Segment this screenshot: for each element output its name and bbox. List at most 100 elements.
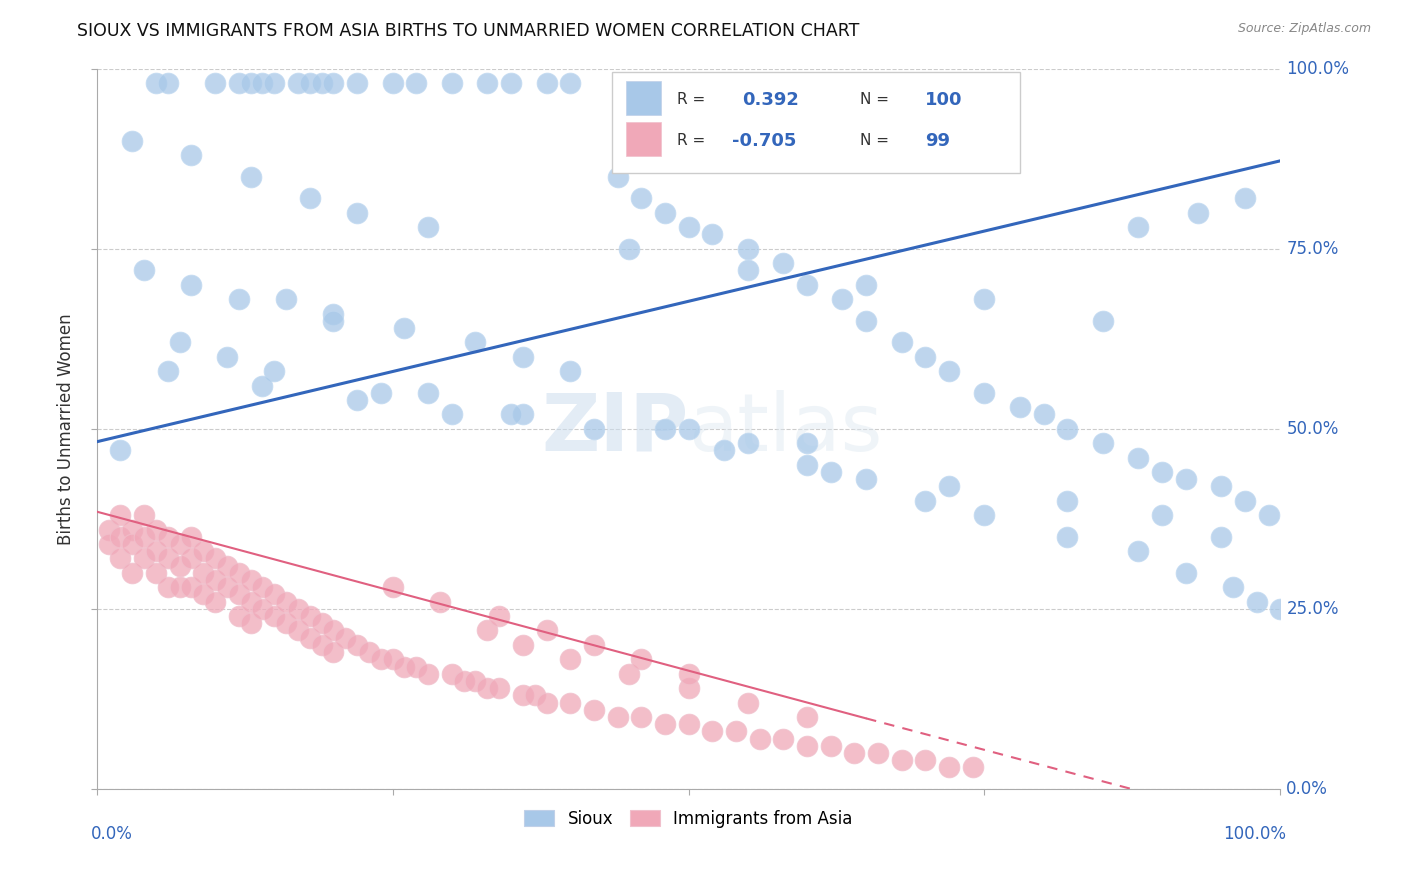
Point bbox=[145, 544, 167, 558]
Point bbox=[973, 385, 995, 400]
Point bbox=[477, 624, 499, 638]
Point bbox=[263, 364, 285, 378]
Point bbox=[311, 638, 333, 652]
Text: 25.0%: 25.0% bbox=[1286, 600, 1339, 618]
Bar bbox=[626, 81, 661, 115]
Point bbox=[121, 566, 143, 580]
Point bbox=[630, 191, 652, 205]
Point bbox=[252, 580, 274, 594]
Point bbox=[488, 681, 510, 695]
Point bbox=[145, 523, 167, 537]
Point bbox=[121, 134, 143, 148]
Point bbox=[180, 551, 202, 566]
Point bbox=[252, 378, 274, 392]
Point bbox=[145, 566, 167, 580]
Point bbox=[110, 530, 132, 544]
Point bbox=[228, 292, 250, 306]
Point bbox=[274, 616, 297, 631]
Point bbox=[855, 472, 877, 486]
Point bbox=[702, 724, 724, 739]
Point bbox=[418, 385, 440, 400]
Point bbox=[654, 422, 676, 436]
Point bbox=[678, 422, 700, 436]
Point bbox=[370, 652, 392, 666]
Text: -0.705: -0.705 bbox=[733, 132, 797, 150]
Point bbox=[1150, 465, 1173, 479]
Point bbox=[914, 350, 936, 364]
Point bbox=[512, 350, 534, 364]
Point bbox=[606, 710, 628, 724]
Point bbox=[844, 746, 866, 760]
Point bbox=[654, 205, 676, 219]
FancyBboxPatch shape bbox=[612, 72, 1019, 173]
Point bbox=[724, 724, 747, 739]
Point bbox=[322, 306, 344, 320]
Point bbox=[381, 580, 404, 594]
Point bbox=[1246, 595, 1268, 609]
Point bbox=[156, 530, 179, 544]
Point bbox=[737, 696, 759, 710]
Text: N =: N = bbox=[860, 92, 889, 107]
Text: R =: R = bbox=[676, 133, 704, 148]
Point bbox=[193, 544, 215, 558]
Point bbox=[1187, 205, 1209, 219]
Point bbox=[156, 76, 179, 90]
Point bbox=[440, 666, 463, 681]
Point bbox=[855, 314, 877, 328]
Point bbox=[855, 277, 877, 292]
Point bbox=[274, 292, 297, 306]
Point bbox=[477, 76, 499, 90]
Point bbox=[1150, 508, 1173, 523]
Point bbox=[287, 76, 309, 90]
Point bbox=[772, 731, 794, 746]
Point bbox=[1091, 314, 1114, 328]
Text: Source: ZipAtlas.com: Source: ZipAtlas.com bbox=[1237, 22, 1371, 36]
Bar bbox=[626, 122, 661, 156]
Point bbox=[239, 573, 262, 587]
Point bbox=[132, 508, 155, 523]
Text: SIOUX VS IMMIGRANTS FROM ASIA BIRTHS TO UNMARRIED WOMEN CORRELATION CHART: SIOUX VS IMMIGRANTS FROM ASIA BIRTHS TO … bbox=[77, 22, 859, 40]
Point bbox=[560, 76, 582, 90]
Point bbox=[512, 408, 534, 422]
Point bbox=[394, 659, 416, 673]
Point bbox=[1056, 422, 1078, 436]
Point bbox=[453, 673, 475, 688]
Point bbox=[335, 631, 357, 645]
Point bbox=[370, 385, 392, 400]
Point bbox=[169, 580, 191, 594]
Point bbox=[938, 760, 960, 774]
Point bbox=[228, 609, 250, 624]
Point bbox=[121, 537, 143, 551]
Y-axis label: Births to Unmarried Women: Births to Unmarried Women bbox=[58, 313, 75, 545]
Point bbox=[630, 652, 652, 666]
Point bbox=[263, 587, 285, 601]
Point bbox=[1032, 408, 1054, 422]
Point bbox=[274, 595, 297, 609]
Point bbox=[97, 523, 120, 537]
Text: 99: 99 bbox=[925, 132, 950, 150]
Point bbox=[204, 551, 226, 566]
Point bbox=[831, 292, 853, 306]
Point bbox=[204, 76, 226, 90]
Point bbox=[523, 689, 546, 703]
Point bbox=[204, 573, 226, 587]
Point bbox=[619, 242, 641, 256]
Point bbox=[938, 479, 960, 493]
Point bbox=[145, 76, 167, 90]
Text: 100.0%: 100.0% bbox=[1223, 825, 1286, 843]
Point bbox=[215, 558, 238, 573]
Point bbox=[962, 760, 984, 774]
Point bbox=[322, 314, 344, 328]
Point bbox=[418, 220, 440, 235]
Point bbox=[429, 595, 451, 609]
Point bbox=[678, 681, 700, 695]
Point bbox=[381, 76, 404, 90]
Point bbox=[239, 169, 262, 184]
Point bbox=[239, 616, 262, 631]
Text: 0.0%: 0.0% bbox=[1286, 780, 1329, 798]
Point bbox=[702, 227, 724, 242]
Point bbox=[346, 638, 368, 652]
Point bbox=[560, 652, 582, 666]
Point bbox=[796, 277, 818, 292]
Point bbox=[110, 508, 132, 523]
